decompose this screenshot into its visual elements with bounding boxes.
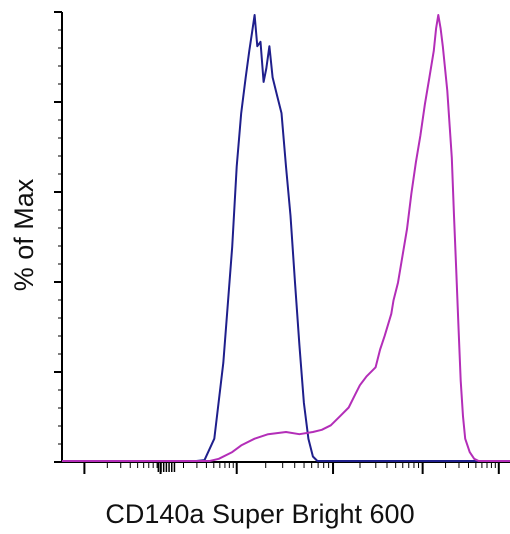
y-axis-title: % of Max xyxy=(9,178,39,291)
x-axis-ticks xyxy=(83,462,500,474)
y-axis-ticks xyxy=(54,11,62,463)
plot-frame xyxy=(61,12,510,463)
series-layer xyxy=(62,14,510,462)
histogram-series-line-1 xyxy=(62,14,510,462)
histogram-series-line-2 xyxy=(62,14,510,462)
x-axis-title: CD140a Super Bright 600 xyxy=(105,499,414,529)
